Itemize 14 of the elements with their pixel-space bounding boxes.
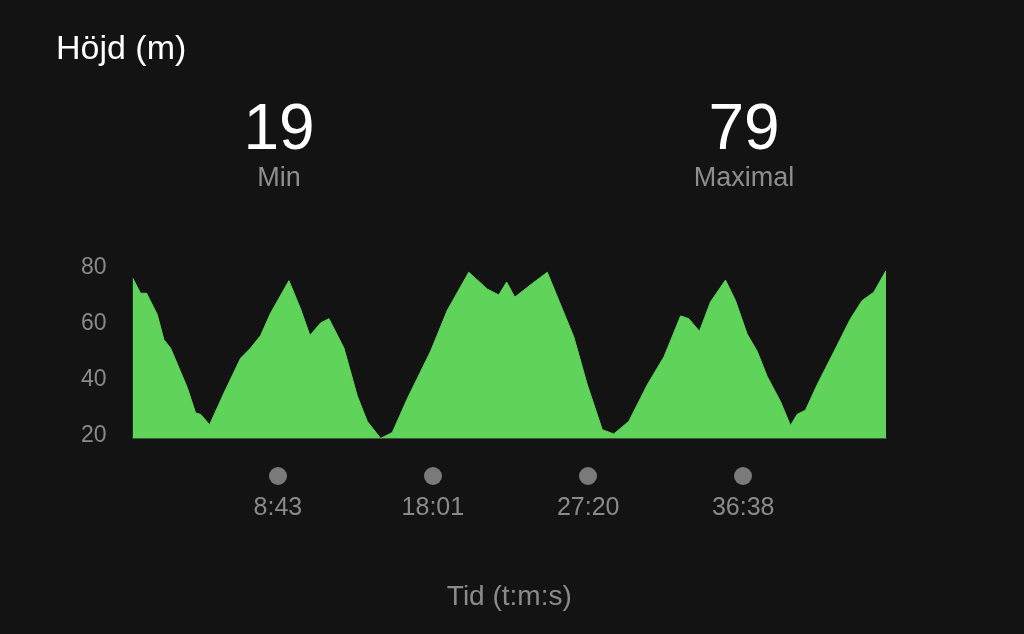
text: 19 bbox=[242, 91, 316, 163]
text: 79 bbox=[707, 91, 781, 163]
text: Maximal bbox=[692, 162, 796, 193]
y-tick-label: 20 bbox=[80, 420, 107, 447]
y-tick-label: 60 bbox=[80, 309, 107, 336]
x-tick-label: 27:20 bbox=[556, 492, 620, 521]
y-tick-label: 80 bbox=[80, 253, 107, 280]
text: Min bbox=[256, 162, 302, 193]
x-tick-label: 18:01 bbox=[401, 492, 465, 521]
x-tick-label: 36:38 bbox=[711, 492, 775, 521]
x-tick-label: 8:43 bbox=[253, 492, 303, 521]
x-axis-title: Tid (t:m:s) bbox=[446, 579, 572, 611]
y-tick-label: 40 bbox=[80, 365, 107, 392]
chart-title: Höjd (m) bbox=[56, 28, 187, 67]
